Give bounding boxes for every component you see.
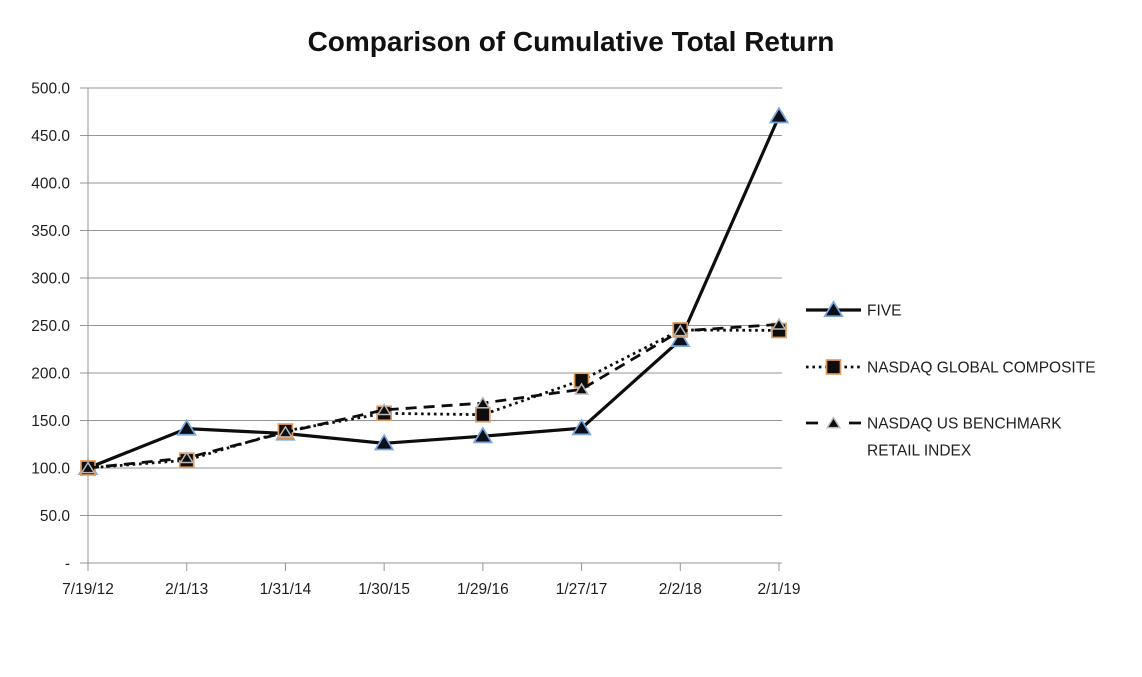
y-tick-label-100: 100.0 [31, 461, 70, 478]
data-point-marker [176, 418, 198, 436]
legend-label: RETAIL INDEX [867, 443, 972, 460]
y-tick-label-350: 350.0 [31, 223, 70, 240]
legend-marker [825, 359, 842, 375]
y-tick-label-250: 250.0 [31, 318, 70, 335]
data-point-marker [574, 382, 590, 395]
x-tick-label-4: 1/29/16 [457, 581, 509, 598]
data-point-marker [376, 403, 392, 416]
series-line [87, 328, 780, 470]
data-point-marker [771, 317, 787, 330]
legend-item-five: FIVE [806, 300, 901, 320]
x-tick-label-0: 7/19/12 [62, 581, 114, 598]
y-tick-label-300: 300.0 [31, 271, 70, 288]
legend-marker [825, 416, 842, 429]
y-tick-label-150: 150.0 [31, 413, 70, 430]
series-five [77, 106, 790, 476]
data-point-marker [475, 406, 491, 423]
y-tick-label-450: 450.0 [31, 128, 70, 145]
legend-label: NASDAQ US BENCHMARK [867, 416, 1062, 433]
grid-layer [88, 87, 782, 564]
data-point-marker [80, 461, 96, 474]
data-point-marker [179, 451, 195, 464]
x-tick-label-1: 2/1/13 [165, 581, 208, 598]
x-tick-label-6: 2/2/18 [659, 581, 702, 598]
data-point-marker [475, 396, 491, 409]
data-point-marker [672, 324, 688, 337]
y-tick-label-50: 50.0 [40, 508, 71, 525]
legend-label: FIVE [867, 303, 901, 320]
series-nasdaq-us-benchmark-retail-index [80, 317, 787, 474]
legend-marker [823, 300, 844, 318]
y-tick-label-0: - [65, 556, 70, 573]
series-layer [77, 106, 790, 476]
axis-layer: 500.0 450.0 400.0 350.0 300.0 250.0 200.0 150.0… [31, 81, 800, 599]
y-tick-label-200: 200.0 [31, 366, 70, 383]
y-tick-label-400: 400.0 [31, 176, 70, 193]
x-tick-label-3: 1/30/15 [358, 581, 410, 598]
data-point-marker [768, 106, 790, 124]
legend-layer: FIVE NASDAQ GLOBAL COMPOSITE NASDAQ US BEN… [806, 300, 1096, 460]
data-point-marker [373, 433, 395, 451]
legend-item-nasdaq-global-composite: NASDAQ GLOBAL COMPOSITE [806, 359, 1096, 377]
data-point-marker [472, 426, 494, 444]
data-point-marker [669, 330, 691, 347]
data-point-marker [571, 418, 592, 436]
series-line [87, 115, 781, 470]
x-tick-label-5: 1/27/17 [556, 581, 608, 598]
x-tick-label-2: 1/31/14 [260, 581, 312, 598]
series-line [87, 323, 780, 470]
chart-title: Comparison of Cumulative Total Return [308, 26, 835, 57]
data-point-marker [277, 425, 293, 438]
legend-label: NASDAQ GLOBAL COMPOSITE [867, 360, 1096, 377]
y-tick-label-500: 500.0 [31, 81, 70, 98]
x-tick-label-7: 2/1/19 [757, 581, 800, 598]
legend-item-nasdaq-us-benchmark-retail-index: NASDAQ US BENCHMARK RETAIL INDEX [806, 416, 1062, 460]
